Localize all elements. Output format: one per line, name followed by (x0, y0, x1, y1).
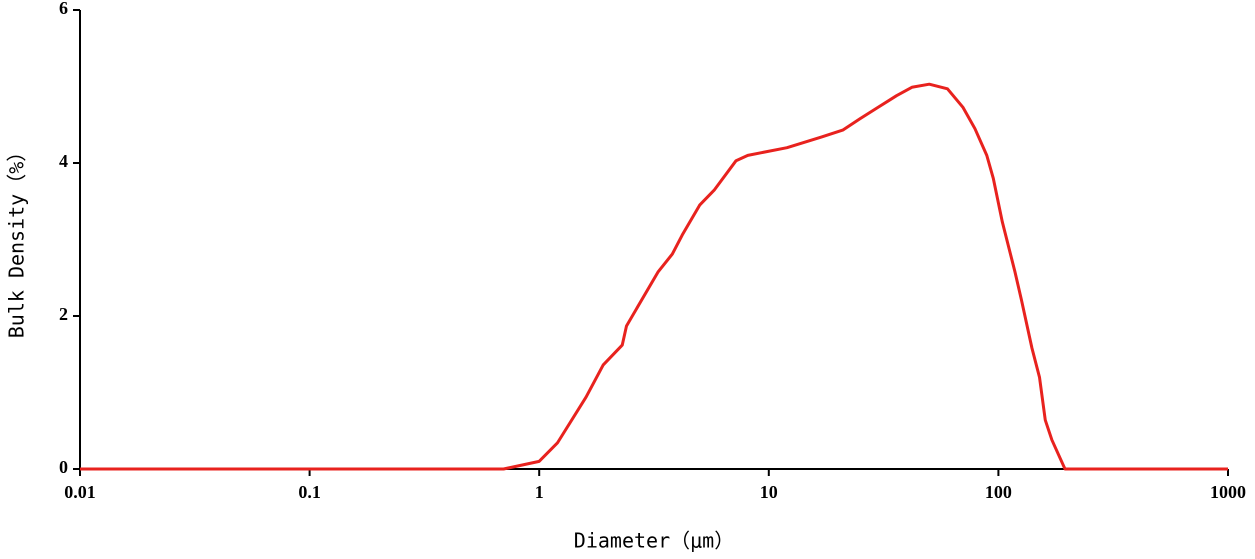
x-tick-label: 1 (535, 482, 544, 502)
y-axis-label: Bulk Density（%） (5, 142, 29, 339)
x-tick-label: 100 (985, 482, 1012, 502)
x-tick-label: 0.1 (298, 482, 321, 502)
data-line (80, 82, 1228, 471)
y-tick-label: 4 (59, 151, 68, 171)
y-tick-label: 0 (59, 457, 68, 477)
x-tick-label: 10 (760, 482, 778, 502)
x-tick-label: 1000 (1210, 482, 1246, 502)
x-axis-label: Diameter（μm） (574, 529, 734, 553)
y-tick-label: 6 (59, 0, 68, 18)
x-tick-label: 0.01 (64, 482, 96, 502)
y-tick-label: 2 (59, 304, 68, 324)
